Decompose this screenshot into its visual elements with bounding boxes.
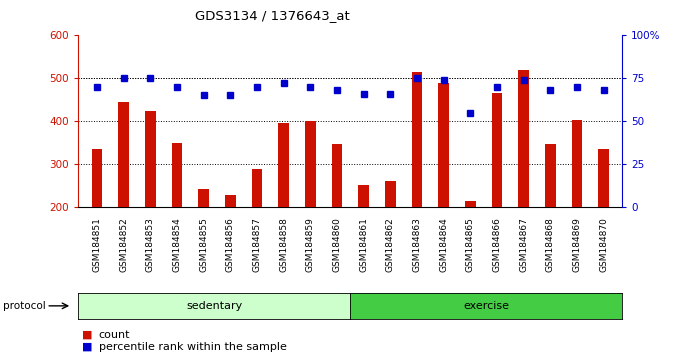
Text: ■: ■ bbox=[82, 342, 92, 352]
Bar bbox=[545, 144, 556, 207]
Bar bbox=[438, 82, 449, 207]
Bar bbox=[145, 110, 156, 207]
Text: count: count bbox=[99, 330, 130, 339]
Bar bbox=[171, 143, 182, 207]
Text: GDS3134 / 1376643_at: GDS3134 / 1376643_at bbox=[194, 9, 350, 22]
Bar bbox=[598, 149, 609, 207]
Bar bbox=[358, 185, 369, 207]
Bar bbox=[411, 72, 422, 207]
Bar bbox=[118, 102, 129, 207]
Text: percentile rank within the sample: percentile rank within the sample bbox=[99, 342, 286, 352]
Bar bbox=[332, 144, 342, 207]
Bar bbox=[198, 189, 209, 207]
Bar bbox=[465, 201, 475, 207]
Bar bbox=[225, 195, 235, 207]
Text: protocol: protocol bbox=[3, 301, 46, 311]
Text: sedentary: sedentary bbox=[186, 301, 242, 311]
Bar bbox=[518, 70, 529, 207]
Text: ■: ■ bbox=[82, 330, 92, 339]
Bar bbox=[252, 169, 262, 207]
Bar bbox=[278, 123, 289, 207]
Bar bbox=[571, 120, 582, 207]
Bar bbox=[385, 181, 396, 207]
Bar bbox=[92, 149, 102, 207]
Bar bbox=[492, 93, 503, 207]
Text: exercise: exercise bbox=[463, 301, 509, 311]
Bar bbox=[305, 121, 316, 207]
